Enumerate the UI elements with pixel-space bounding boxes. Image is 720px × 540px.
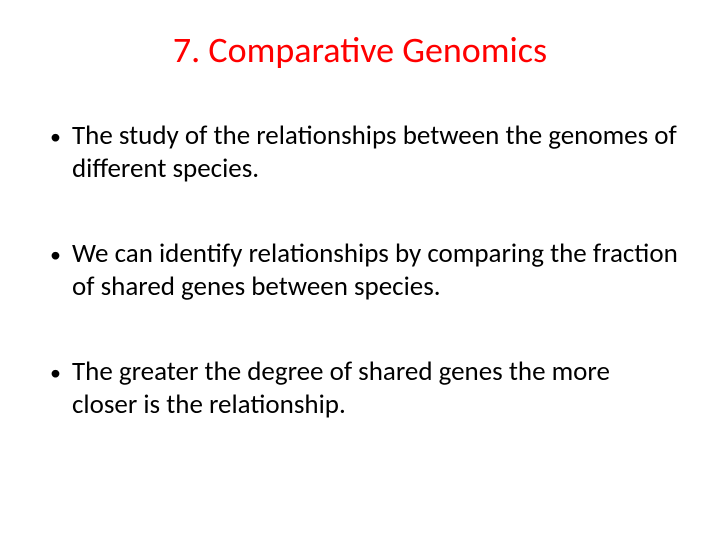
bullet-text: We can identify relationships by compari…: [72, 238, 680, 304]
bullet-marker-icon: •: [48, 120, 72, 153]
bullet-item: • The greater the degree of shared genes…: [48, 356, 680, 422]
bullet-item: • We can identify relationships by compa…: [48, 238, 680, 304]
slide-container: 7. Comparative Genomics • The study of t…: [0, 0, 720, 540]
bullet-item: • The study of the relationships between…: [48, 120, 680, 186]
slide-content: • The study of the relationships between…: [40, 120, 680, 422]
bullet-text: The greater the degree of shared genes t…: [72, 356, 680, 422]
bullet-marker-icon: •: [48, 238, 72, 271]
bullet-text: The study of the relationships between t…: [72, 120, 680, 186]
slide-title: 7. Comparative Genomics: [40, 28, 680, 72]
bullet-marker-icon: •: [48, 356, 72, 389]
